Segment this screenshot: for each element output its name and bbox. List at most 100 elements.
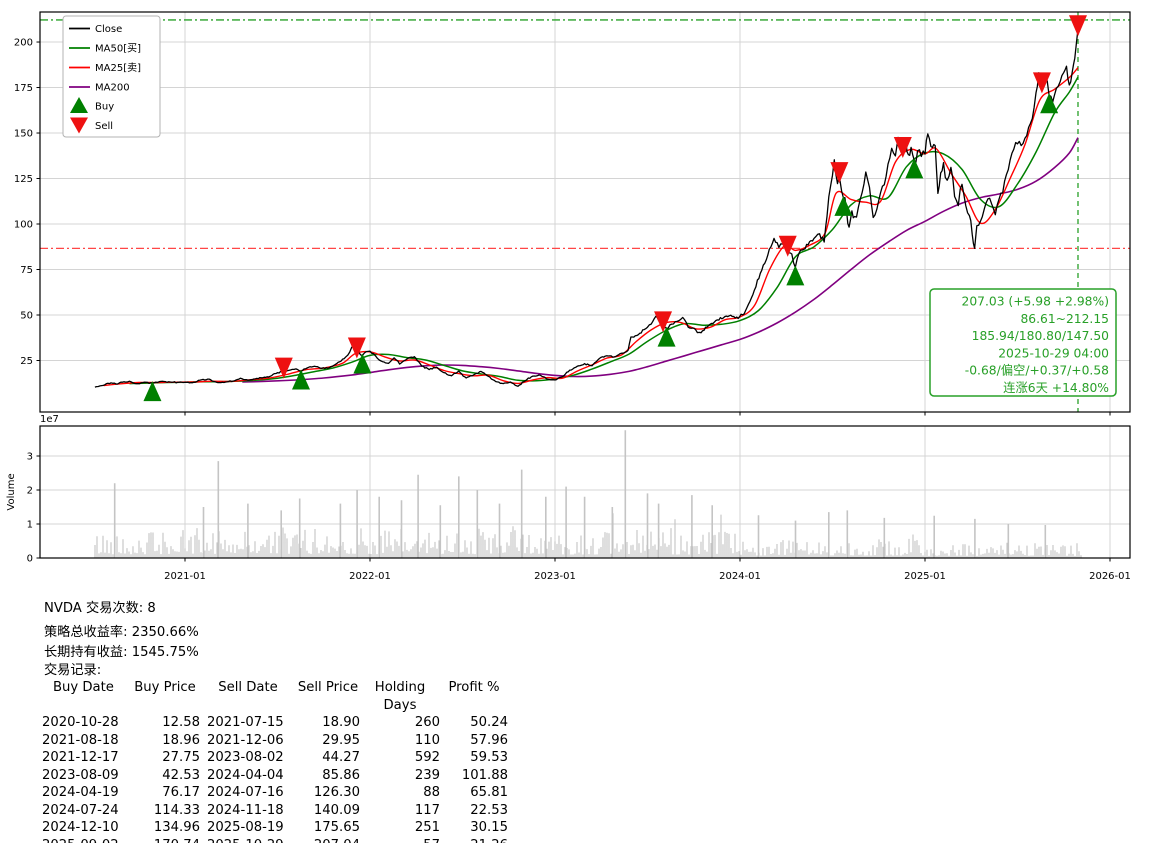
trade-cell: 12.58	[162, 715, 200, 730]
legend	[62, 15, 161, 138]
trade-row: 2021-12-17 27.75 2023-08-02 44.27 592 59.53	[42, 749, 508, 767]
trade-cell: 2020-10-28	[42, 715, 119, 730]
sell-marker	[1032, 72, 1051, 94]
sell-marker	[893, 137, 912, 159]
trade-cell: 57	[360, 837, 440, 843]
trade-cell: 2024-04-19	[42, 785, 119, 800]
buy-marker	[905, 158, 924, 179]
trade-cell: 140.09	[313, 802, 360, 818]
buy-marker	[786, 265, 805, 286]
trade-cell: 170.74	[130, 837, 200, 843]
volume-bars	[94, 513, 1082, 558]
trade-cell: 101.88	[461, 767, 508, 783]
trade-row: 2024-12-10 134.96 2025-08-19 175.65 251 30.15	[42, 819, 508, 837]
volume-plot-frame	[39, 425, 1131, 559]
x-tick-label: 2021-01	[164, 571, 206, 582]
trade-count-line: NVDA 交易次数: 8	[44, 601, 156, 616]
buy-marker	[143, 381, 162, 402]
trade-cell: 2024-04-04	[207, 767, 284, 783]
price-tick-label: 175	[14, 83, 33, 94]
x-tick-label: 2024-01	[719, 571, 761, 582]
price-tick-label: 150	[14, 129, 33, 140]
legend-label: Sell	[95, 121, 113, 132]
ma50-line	[129, 76, 1079, 385]
price-volume-chart: 25 50 75 100 125 150 175 200 0 1 2 3 2021-01 2022-01 2…	[6, 11, 1131, 582]
trade-col-header: Sell Date	[218, 680, 278, 695]
volume-spike-bars	[113, 430, 1047, 558]
trade-cell: 134.96	[153, 820, 200, 835]
trade-cell: 59.53	[470, 750, 508, 765]
sell-marker	[830, 162, 849, 184]
trade-cell: 2021-07-15	[207, 715, 284, 730]
trade-cell: 22.53	[470, 802, 508, 818]
trade-cell: 18.90	[322, 715, 360, 730]
legend-box	[62, 15, 161, 138]
trade-cell: 42.53	[162, 767, 200, 783]
x-tick-label: 2023-01	[534, 571, 576, 582]
volume-tick-label: 1	[27, 520, 33, 531]
annotation-line: 2025-10-29 04:00	[998, 346, 1109, 360]
legend-label: MA25[卖]	[95, 62, 141, 74]
annotation-line: -0.68/偏空/+0.37/+0.58	[965, 363, 1109, 378]
trade-row: 2021-08-18 18.96 2021-12-06 29.95 110 57.96	[42, 732, 508, 750]
trade-cell: 44.27	[322, 750, 360, 765]
annotation-line: 207.03 (+5.98 +2.98%)	[962, 295, 1110, 309]
volume-tick-label: 3	[27, 452, 33, 463]
latest-quote-annotation	[929, 288, 1117, 397]
trade-cell: 27.75	[162, 750, 200, 765]
trade-row: 2020-10-28 12.58 2021-07-15 18.90 260 50.24	[42, 714, 508, 732]
trade-cell: 175.65	[313, 820, 360, 835]
trade-cell: 251	[414, 820, 440, 835]
trade-cell: 592	[414, 750, 440, 765]
trade-cell: 126.30	[313, 785, 360, 800]
trade-cell: 2024-12-10	[42, 820, 119, 835]
trade-cell: 2024-07-24	[42, 802, 119, 818]
trade-cell: 2021-12-17	[42, 750, 119, 765]
trade-col-header: Profit %	[448, 680, 500, 695]
legend-sell-marker	[70, 117, 88, 134]
trade-cell: 65.81	[470, 785, 508, 800]
trade-col-header: Buy Price	[134, 680, 196, 695]
x-tick-label: 2026-01	[1089, 571, 1131, 582]
trade-cell: 114.33	[153, 802, 200, 818]
sell-marker	[274, 357, 293, 379]
strategy-stats: NVDA 交易次数: 8 策略总收益率: 2350.66% 长期持有收益: 15…	[42, 600, 508, 843]
price-tick-label: 25	[20, 356, 33, 367]
buyhold-return-line: 长期持有收益: 1545.75%	[44, 644, 199, 660]
price-tick-label: 100	[14, 220, 33, 231]
buy-marker	[353, 353, 372, 374]
trade-cell: 30.15	[470, 820, 508, 835]
legend-label: MA200	[95, 83, 130, 94]
trade-cell: 2024-11-18	[207, 802, 284, 818]
buy-marker	[291, 369, 310, 390]
trade-cell: 2025-09-02	[42, 837, 130, 843]
trade-row: 2025-09-02170.742025-10-29207.045721.26	[42, 837, 508, 843]
trade-cell: 18.96	[162, 732, 200, 748]
volume-tick-label: 2	[27, 486, 33, 497]
trade-cell: 88	[423, 785, 440, 800]
volume-tick-label: 0	[27, 554, 33, 565]
trade-cell: 2023-08-09	[42, 767, 119, 783]
trade-cell: 260	[414, 715, 440, 730]
trade-cell: 110	[414, 732, 440, 748]
annotation-box	[929, 288, 1117, 397]
trade-cell: 29.95	[322, 732, 360, 748]
trade-col-header: Sell Price	[297, 680, 359, 695]
trade-cell: 207.04	[296, 837, 360, 843]
price-tick-label: 50	[20, 311, 33, 322]
legend-label: Buy	[95, 102, 114, 113]
trade-row: 2023-08-09 42.53 2024-04-04 85.86 239 101.88	[42, 767, 508, 785]
volume-axis-label: Volume	[6, 473, 17, 510]
trade-cell: 2025-08-19	[207, 820, 284, 835]
price-tick-label: 125	[14, 174, 33, 185]
ma200-line	[242, 137, 1079, 383]
price-tick-label: 75	[20, 265, 33, 276]
trade-cell: 2021-08-18	[42, 732, 119, 748]
volume-offset-label: 1e7	[40, 414, 59, 425]
trade-cell: 2021-12-06	[207, 732, 284, 748]
trade-cell: 2025-10-29	[200, 837, 296, 843]
buy-marker	[1040, 93, 1059, 114]
legend-buy-marker	[70, 97, 88, 113]
annotation-line: 连涨6天 +14.80%	[1003, 380, 1109, 395]
trade-cell: 50.24	[470, 715, 508, 730]
